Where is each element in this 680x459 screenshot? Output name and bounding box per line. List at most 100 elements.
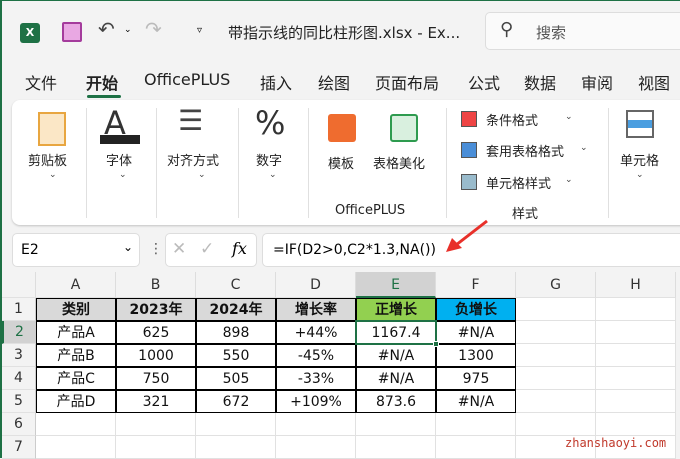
cell[interactable] <box>596 321 676 344</box>
cell[interactable] <box>516 344 596 367</box>
cell[interactable] <box>516 298 596 321</box>
column-header-D[interactable]: D <box>276 272 356 298</box>
table-cell[interactable]: 505 <box>196 367 276 390</box>
table-cell[interactable]: 321 <box>116 390 196 413</box>
row-header-2[interactable]: 2 <box>2 321 36 344</box>
cell[interactable] <box>276 436 356 459</box>
table-cell[interactable]: #N/A <box>356 344 436 367</box>
column-header-E[interactable]: E <box>356 272 436 298</box>
selected-cell-e2[interactable] <box>355 320 437 345</box>
cells-icon[interactable] <box>626 110 654 138</box>
fill-handle[interactable] <box>433 341 439 347</box>
column-header-C[interactable]: C <box>196 272 276 298</box>
cell[interactable] <box>516 367 596 390</box>
cell[interactable] <box>596 298 676 321</box>
table-cell[interactable]: 1000 <box>116 344 196 367</box>
clipboard-button[interactable]: 剪贴板 <box>28 154 68 169</box>
cell[interactable] <box>596 344 676 367</box>
column-header-B[interactable]: B <box>116 272 196 298</box>
cell[interactable] <box>276 413 356 436</box>
beautify-button[interactable]: 表格美化 <box>373 157 426 172</box>
table-cell[interactable]: 625 <box>116 321 196 344</box>
beautify-icon[interactable] <box>390 114 418 142</box>
table-cell[interactable]: 产品A <box>36 321 116 344</box>
cell[interactable] <box>356 413 436 436</box>
table-header-cell[interactable]: 正增长 <box>356 298 436 321</box>
tab-officeplus[interactable]: OfficePLUS <box>144 70 231 89</box>
tab-insert[interactable]: 插入 <box>260 74 293 93</box>
enter-icon[interactable]: ✓ <box>200 239 215 259</box>
table-header-cell[interactable]: 类别 <box>36 298 116 321</box>
table-cell[interactable]: 750 <box>116 367 196 390</box>
cell[interactable] <box>36 413 116 436</box>
undo-dropdown-icon[interactable]: ⌄ <box>124 25 132 35</box>
chevron-down-icon[interactable]: ⌄ <box>123 240 134 254</box>
table-cell[interactable]: 550 <box>196 344 276 367</box>
align-icon[interactable]: ☰ <box>178 104 204 137</box>
search-box[interactable]: ⚲ 搜索 <box>485 12 680 50</box>
table-header-cell[interactable]: 增长率 <box>276 298 356 321</box>
row-header-7[interactable]: 7 <box>2 436 36 459</box>
tab-page-layout[interactable]: 页面布局 <box>375 74 440 93</box>
table-cell[interactable]: #N/A <box>356 367 436 390</box>
undo-icon[interactable]: ↶ <box>98 17 115 41</box>
cell[interactable] <box>516 413 596 436</box>
table-cell[interactable]: 产品B <box>36 344 116 367</box>
table-cell[interactable]: -33% <box>276 367 356 390</box>
cell[interactable] <box>196 436 276 459</box>
table-cell[interactable]: 672 <box>196 390 276 413</box>
table-cell[interactable]: -45% <box>276 344 356 367</box>
table-cell[interactable]: +109% <box>276 390 356 413</box>
row-header-6[interactable]: 6 <box>2 413 36 436</box>
cell[interactable] <box>596 390 676 413</box>
table-header-cell[interactable]: 2023年 <box>116 298 196 321</box>
number-button[interactable]: 数字 <box>256 154 283 169</box>
template-button[interactable]: 模板 <box>328 157 355 172</box>
cell[interactable] <box>116 436 196 459</box>
table-cell[interactable]: #N/A <box>436 321 516 344</box>
insert-function-icon[interactable]: fx <box>232 239 247 258</box>
table-cell[interactable]: 975 <box>436 367 516 390</box>
cell[interactable] <box>596 367 676 390</box>
cell[interactable] <box>596 413 676 436</box>
column-header-H[interactable]: H <box>596 272 676 298</box>
cell[interactable] <box>516 390 596 413</box>
alignment-button[interactable]: 对齐方式 <box>167 154 220 169</box>
redo-icon[interactable]: ↷ <box>145 17 162 41</box>
select-all-corner[interactable] <box>2 272 36 298</box>
tab-view[interactable]: 视图 <box>638 74 671 93</box>
tab-draw[interactable]: 绘图 <box>318 74 351 93</box>
name-box[interactable]: E2 ⌄ <box>12 233 140 267</box>
conditional-format-button[interactable]: 条件格式 <box>486 114 539 129</box>
cells-button[interactable]: 单元格 <box>620 154 660 169</box>
column-header-G[interactable]: G <box>516 272 596 298</box>
cell[interactable] <box>356 436 436 459</box>
cell[interactable] <box>36 436 116 459</box>
table-cell[interactable]: +44% <box>276 321 356 344</box>
table-cell[interactable]: 873.6 <box>356 390 436 413</box>
font-button[interactable]: 字体 <box>106 154 133 169</box>
cell[interactable] <box>196 413 276 436</box>
cell[interactable] <box>436 413 516 436</box>
tab-formulas[interactable]: 公式 <box>468 74 501 93</box>
table-cell[interactable]: 产品D <box>36 390 116 413</box>
table-cell[interactable]: 1300 <box>436 344 516 367</box>
customize-qat-icon[interactable]: ▿ <box>197 25 203 36</box>
tab-home[interactable]: 开始 <box>86 74 119 93</box>
tab-data[interactable]: 数据 <box>524 74 557 93</box>
row-header-3[interactable]: 3 <box>2 344 36 367</box>
table-header-cell[interactable]: 2024年 <box>196 298 276 321</box>
table-cell[interactable]: #N/A <box>436 390 516 413</box>
tab-file[interactable]: 文件 <box>25 74 58 93</box>
cell-styles-button[interactable]: 单元格样式 <box>486 177 552 192</box>
table-cell[interactable]: 898 <box>196 321 276 344</box>
cell[interactable] <box>516 321 596 344</box>
table-cell[interactable]: 产品C <box>36 367 116 390</box>
column-header-F[interactable]: F <box>436 272 516 298</box>
font-icon[interactable]: A <box>104 104 126 142</box>
cell[interactable] <box>436 436 516 459</box>
paste-icon[interactable] <box>38 112 66 146</box>
cancel-icon[interactable]: ✕ <box>172 239 187 259</box>
row-header-4[interactable]: 4 <box>2 367 36 390</box>
row-header-1[interactable]: 1 <box>2 298 36 321</box>
